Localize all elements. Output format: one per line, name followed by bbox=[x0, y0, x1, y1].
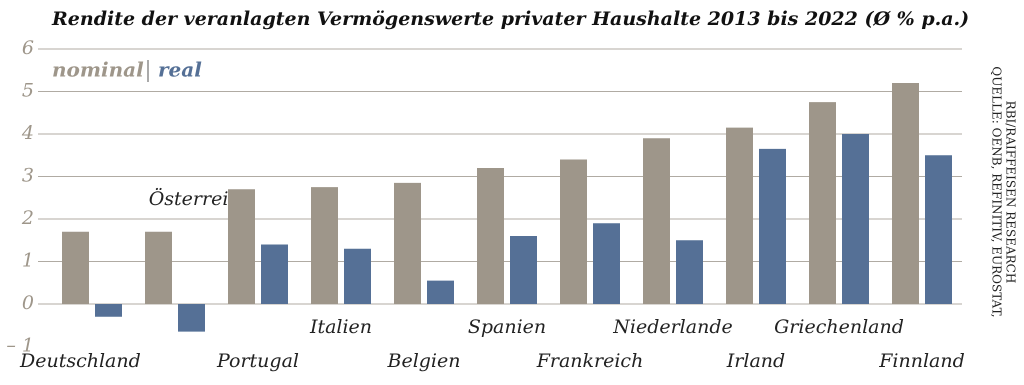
y-tick-label: 6 bbox=[22, 37, 34, 59]
bar bbox=[95, 304, 122, 317]
source-line: QUELLE: OENB, REFINITIV, EUROSTAT, bbox=[990, 66, 1004, 317]
bar bbox=[560, 159, 587, 304]
x-tick-label: Finnland bbox=[878, 350, 965, 372]
y-tick-label: 2 bbox=[21, 207, 34, 229]
bar bbox=[842, 134, 869, 304]
y-tick-label: 5 bbox=[22, 80, 34, 102]
y-tick-label: – 1 bbox=[6, 335, 34, 357]
chart-title: Rendite der veranlagten Vermögenswerte p… bbox=[51, 8, 969, 30]
x-tick-label: Italien bbox=[309, 316, 372, 338]
legend-label: nominal bbox=[52, 58, 144, 82]
x-tick-label: Belgien bbox=[386, 350, 460, 372]
bar bbox=[62, 231, 89, 304]
bar bbox=[925, 155, 952, 304]
bar bbox=[593, 223, 620, 304]
x-tick-label: Portugal bbox=[216, 350, 299, 372]
bar bbox=[145, 231, 172, 304]
x-tick-label: Deutschland bbox=[19, 350, 141, 372]
x-tick-label: Griechenland bbox=[774, 316, 904, 338]
x-tick-label: Österreich bbox=[149, 187, 252, 210]
bar bbox=[809, 102, 836, 304]
bar bbox=[344, 248, 371, 304]
y-tick-label: 3 bbox=[22, 165, 34, 187]
x-tick-label: Niederlande bbox=[612, 316, 732, 338]
bar bbox=[427, 280, 454, 304]
bar bbox=[759, 148, 786, 304]
bar bbox=[892, 83, 919, 304]
x-tick-label: Frankreich bbox=[536, 350, 644, 372]
y-tick-label: 4 bbox=[21, 122, 34, 144]
legend-label: real bbox=[158, 58, 202, 82]
source-line: RBI/RAIFFEISEN RESEARCH bbox=[1004, 101, 1018, 284]
x-tick-label: Spanien bbox=[468, 316, 546, 338]
y-tick-label: 0 bbox=[22, 292, 34, 314]
bar bbox=[311, 187, 338, 304]
x-tick-label: Irland bbox=[726, 350, 785, 372]
bar bbox=[394, 182, 421, 304]
bar bbox=[477, 168, 504, 304]
source: QUELLE: OENB, REFINITIV, EUROSTAT, RBI/R… bbox=[990, 66, 1018, 317]
bar bbox=[676, 240, 703, 304]
bar bbox=[643, 138, 670, 304]
bar bbox=[726, 127, 753, 304]
bar bbox=[261, 244, 288, 304]
bar bbox=[510, 236, 537, 304]
y-tick-label: 1 bbox=[22, 250, 34, 272]
bar bbox=[228, 189, 255, 304]
bar bbox=[178, 304, 205, 332]
